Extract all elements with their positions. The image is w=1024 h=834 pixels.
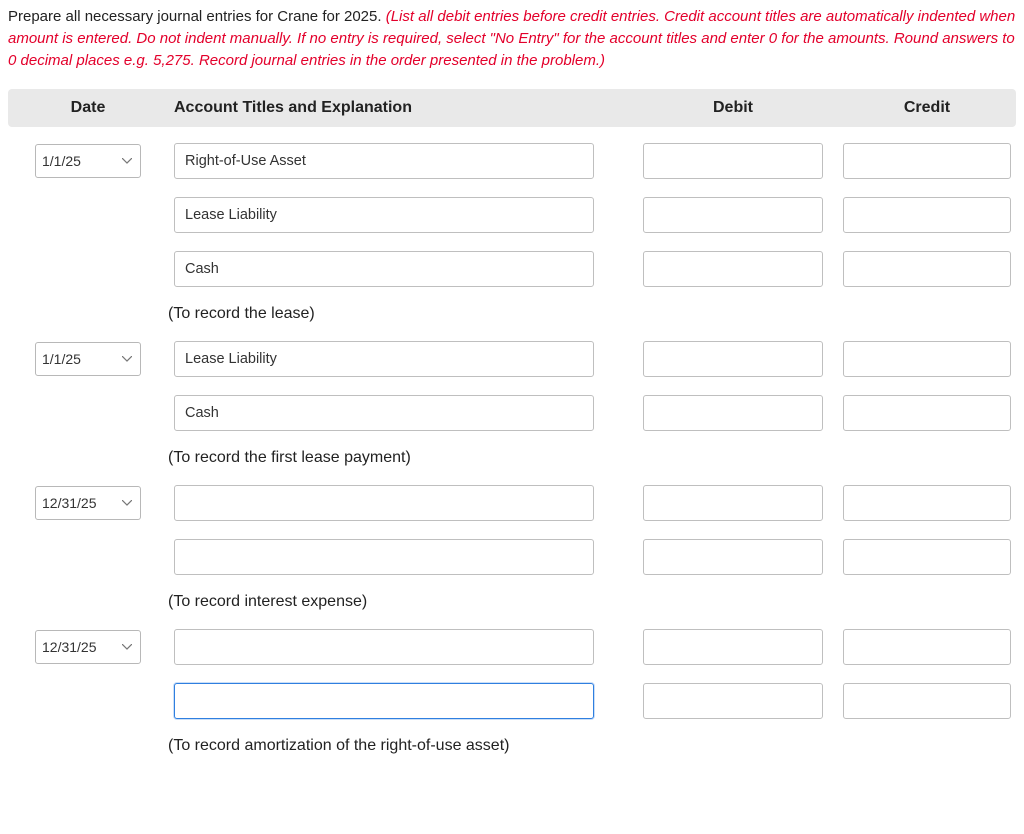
header-account: Account Titles and Explanation (168, 99, 628, 117)
date-select[interactable]: 1/1/2512/31/25 (35, 144, 141, 178)
debit-cell (628, 341, 838, 377)
account-cell (168, 683, 628, 719)
credit-cell (838, 341, 1016, 377)
journal-row (8, 197, 1016, 233)
debit-input[interactable] (643, 539, 823, 575)
explanation-row: (To record interest expense) (8, 593, 1016, 611)
instructions: Prepare all necessary journal entries fo… (8, 6, 1016, 71)
account-title-input[interactable] (174, 197, 594, 233)
debit-cell (628, 251, 838, 287)
date-cell: 1/1/2512/31/25 (8, 144, 168, 178)
credit-input[interactable] (843, 251, 1011, 287)
account-title-input[interactable] (174, 143, 594, 179)
debit-cell (628, 143, 838, 179)
account-title-input[interactable] (174, 539, 594, 575)
credit-cell (838, 539, 1016, 575)
credit-input[interactable] (843, 341, 1011, 377)
header-credit: Credit (838, 99, 1016, 117)
date-cell: 1/1/2512/31/25 (8, 342, 168, 376)
explanation-text: (To record amortization of the right-of-… (168, 737, 1016, 755)
header-debit: Debit (628, 99, 838, 117)
credit-input[interactable] (843, 629, 1011, 665)
credit-input[interactable] (843, 683, 1011, 719)
account-title-input[interactable] (174, 485, 594, 521)
account-cell (168, 629, 628, 665)
debit-cell (628, 395, 838, 431)
journal-row: 1/1/2512/31/25 (8, 629, 1016, 665)
account-cell (168, 251, 628, 287)
debit-input[interactable] (643, 143, 823, 179)
journal-table: Date Account Titles and Explanation Debi… (8, 89, 1016, 755)
credit-cell (838, 251, 1016, 287)
date-select[interactable]: 1/1/2512/31/25 (35, 630, 141, 664)
account-title-input[interactable] (174, 629, 594, 665)
account-title-input[interactable] (174, 251, 594, 287)
account-title-input[interactable] (174, 395, 594, 431)
account-cell (168, 143, 628, 179)
debit-cell (628, 629, 838, 665)
explanation-row: (To record the first lease payment) (8, 449, 1016, 467)
explanation-text: (To record the first lease payment) (168, 449, 1016, 467)
account-cell (168, 395, 628, 431)
account-cell (168, 197, 628, 233)
explanation-text: (To record the lease) (168, 305, 1016, 323)
account-title-input[interactable] (174, 683, 594, 719)
date-select[interactable]: 1/1/2512/31/25 (35, 486, 141, 520)
debit-input[interactable] (643, 485, 823, 521)
debit-cell (628, 197, 838, 233)
credit-cell (838, 143, 1016, 179)
journal-row: 1/1/2512/31/25 (8, 143, 1016, 179)
credit-input[interactable] (843, 395, 1011, 431)
debit-input[interactable] (643, 251, 823, 287)
journal-row (8, 395, 1016, 431)
journal-row (8, 539, 1016, 575)
debit-input[interactable] (643, 683, 823, 719)
explanation-row: (To record amortization of the right-of-… (8, 737, 1016, 755)
instructions-black: Prepare all necessary journal entries fo… (8, 8, 386, 25)
journal-row (8, 683, 1016, 719)
credit-cell (838, 629, 1016, 665)
debit-input[interactable] (643, 629, 823, 665)
debit-cell (628, 485, 838, 521)
debit-input[interactable] (643, 197, 823, 233)
credit-cell (838, 197, 1016, 233)
credit-input[interactable] (843, 485, 1011, 521)
credit-input[interactable] (843, 197, 1011, 233)
credit-input[interactable] (843, 539, 1011, 575)
credit-cell (838, 683, 1016, 719)
journal-row: 1/1/2512/31/25 (8, 485, 1016, 521)
credit-input[interactable] (843, 143, 1011, 179)
credit-cell (838, 395, 1016, 431)
account-cell (168, 539, 628, 575)
date-cell: 1/1/2512/31/25 (8, 630, 168, 664)
journal-row: 1/1/2512/31/25 (8, 341, 1016, 377)
account-cell (168, 341, 628, 377)
date-cell: 1/1/2512/31/25 (8, 486, 168, 520)
debit-input[interactable] (643, 395, 823, 431)
credit-cell (838, 485, 1016, 521)
date-select[interactable]: 1/1/2512/31/25 (35, 342, 141, 376)
explanation-row: (To record the lease) (8, 305, 1016, 323)
journal-row (8, 251, 1016, 287)
account-title-input[interactable] (174, 341, 594, 377)
header-date: Date (8, 99, 168, 117)
table-header-row: Date Account Titles and Explanation Debi… (8, 89, 1016, 127)
account-cell (168, 485, 628, 521)
debit-input[interactable] (643, 341, 823, 377)
explanation-text: (To record interest expense) (168, 593, 1016, 611)
debit-cell (628, 539, 838, 575)
debit-cell (628, 683, 838, 719)
